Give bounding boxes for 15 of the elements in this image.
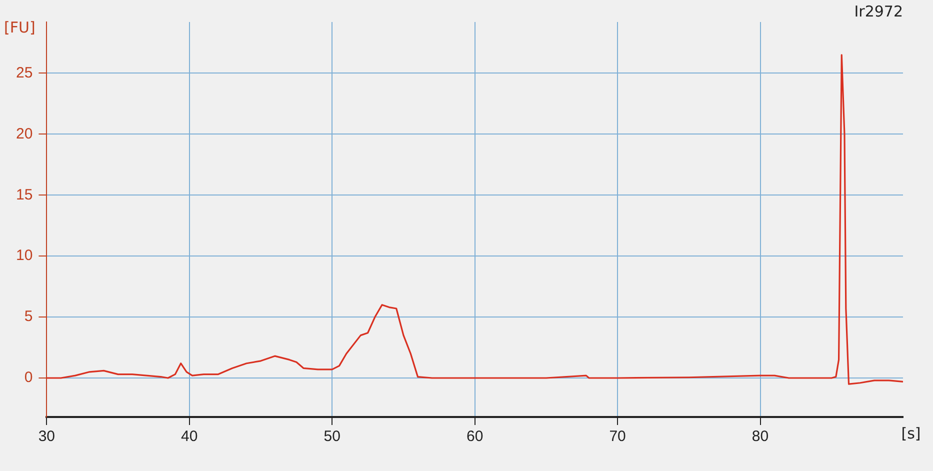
y-axis-title: [FU] [4,18,36,36]
y-tick-label: 0 [24,369,33,386]
y-tick-label: 20 [16,125,33,142]
x-axis-title: [s] [901,424,921,442]
y-tick-label: 25 [16,64,33,82]
x-tick-label: 60 [466,428,484,446]
x-tick-label: 50 [324,428,340,446]
y-tick-label: 10 [16,247,33,264]
x-tick-label: 30 [38,428,56,446]
x-tick-label: 40 [181,428,198,446]
chart-title: Ir2972 [854,2,903,20]
x-tick-label: 70 [609,428,626,446]
y-tick-label: 15 [16,186,33,204]
x-tick-label: 80 [752,428,769,446]
y-tick-label: 5 [24,308,33,326]
